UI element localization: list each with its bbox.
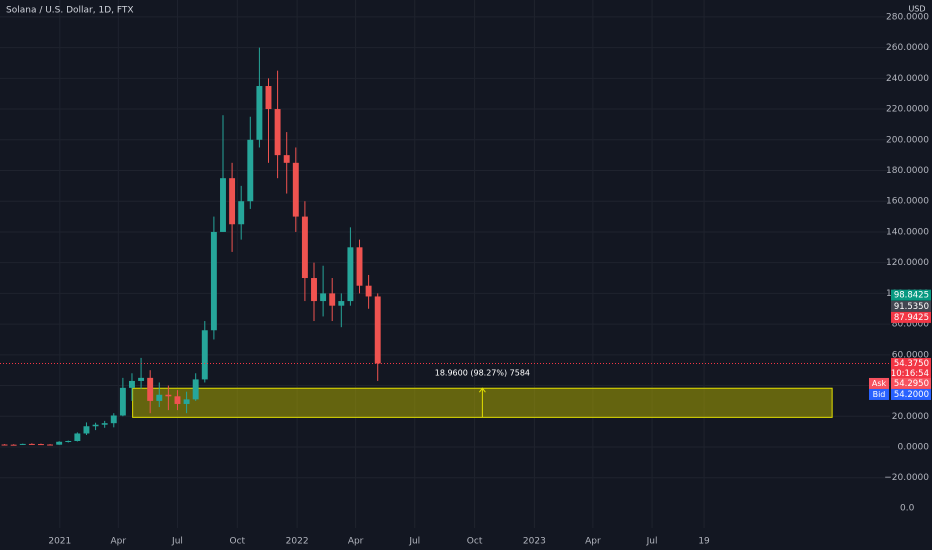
candle-body [138, 377, 145, 381]
candle-body [183, 399, 190, 404]
x-tick-label: Jul [646, 537, 658, 547]
candle-body [238, 201, 245, 225]
y-tick-label: 160.0000 [886, 197, 929, 207]
candle-body [74, 433, 81, 441]
x-tick-label: Jul [408, 537, 420, 547]
candle-body [320, 293, 327, 302]
candle-body [56, 441, 63, 445]
candle-body [329, 293, 336, 306]
currency: USD [908, 5, 925, 14]
ask-label: 54.2950 [894, 379, 929, 389]
price-axis [890, 0, 932, 550]
y-tick-label: 200.0000 [886, 135, 929, 145]
candle-body [165, 394, 172, 397]
candle-body [192, 379, 199, 400]
ask-name-box [869, 377, 889, 389]
y-tick-label: 0.0000 [898, 442, 930, 452]
candle-body [37, 444, 44, 446]
candle-body [1, 444, 8, 446]
candle-body [311, 278, 317, 302]
x-tick-label: Apr [111, 537, 127, 547]
x-tick-label: 2023 [523, 537, 546, 547]
candle-body [129, 380, 135, 388]
candle-body [174, 396, 181, 404]
y-tick-label: 240.0000 [886, 74, 929, 84]
x-tick-label: Apr [585, 537, 601, 547]
ask-box [891, 377, 931, 389]
candle-body [265, 86, 272, 110]
bid-box [891, 388, 931, 400]
last-price-box [891, 357, 931, 379]
y-tick-label: 260.0000 [886, 43, 929, 53]
y-tick-label: −20.0000 [884, 473, 929, 483]
candle-body [156, 394, 163, 401]
x-tick-label: Apr [348, 537, 364, 547]
candle-body [374, 296, 381, 364]
candle-body [247, 139, 254, 202]
x-tick-label: 2022 [286, 537, 309, 547]
candle-body [83, 426, 90, 434]
candle-body [283, 155, 290, 163]
y-tick-label: 220.0000 [886, 105, 929, 115]
y-tick-label: 20.0000 [892, 412, 929, 422]
plot: 18.9600 (98.27%) 7584 [0, 47, 890, 446]
price-label-box [891, 311, 931, 323]
candle-body [301, 216, 308, 279]
candle-body [347, 247, 354, 302]
candle-body [210, 231, 217, 331]
measure-label: 18.9600 (98.27%) 7584 [435, 369, 530, 378]
lower-pane-tick: 0.0 [900, 504, 915, 514]
price-label: 98.8425 [894, 291, 929, 301]
bid-name-box [869, 388, 889, 400]
candle-body [365, 285, 372, 297]
candle-body [338, 301, 345, 306]
x-tick-label: Oct [230, 537, 246, 547]
y-tick-label: 120.0000 [886, 258, 929, 268]
x-tick-label: Jul [171, 537, 183, 547]
candle-body [10, 444, 17, 446]
bid-label: 54.2000 [894, 390, 929, 400]
candle-body [19, 443, 26, 445]
axis-labels: −20.00000.000020.000040.000060.000080.00… [48, 12, 931, 547]
candle-body [92, 424, 99, 427]
candle-body [292, 162, 299, 217]
candle-body [28, 443, 35, 445]
measure-arrowhead [478, 387, 486, 393]
candle-body [47, 444, 54, 446]
candle-body [229, 178, 236, 225]
y-tick-label: 180.0000 [886, 166, 929, 176]
candle-body [201, 330, 208, 380]
candle-body [65, 441, 72, 442]
bid-name: Bid [873, 390, 886, 399]
candle-body [274, 109, 281, 156]
price-label: 91.5350 [894, 302, 929, 312]
x-tick-label: Oct [467, 537, 483, 547]
candle-body [147, 377, 154, 401]
countdown: 10:16:54 [891, 369, 929, 379]
last-price-label: 54.3750 [894, 359, 929, 369]
x-tick-label: 2021 [48, 537, 71, 547]
y-tick-label: 60.0000 [892, 350, 929, 360]
candle-body [119, 387, 126, 416]
y-tick-label: 280.0000 [886, 12, 929, 22]
price-label-box [891, 300, 931, 312]
candle-body [256, 86, 263, 140]
candle-body [356, 247, 363, 286]
grid [0, 0, 890, 528]
candle-body [110, 415, 117, 424]
y-tick-label: 80.0000 [892, 320, 929, 330]
x-tick-label: 19 [698, 537, 710, 547]
candle-body [220, 178, 226, 232]
candle-body [101, 423, 108, 425]
price-label: 87.9425 [894, 313, 929, 323]
chart-title: Solana / U.S. Dollar, 1D, FTX [6, 6, 134, 16]
ask-name: Ask [872, 379, 887, 388]
price-label-box [891, 289, 931, 301]
y-tick-label: 140.0000 [886, 227, 929, 237]
